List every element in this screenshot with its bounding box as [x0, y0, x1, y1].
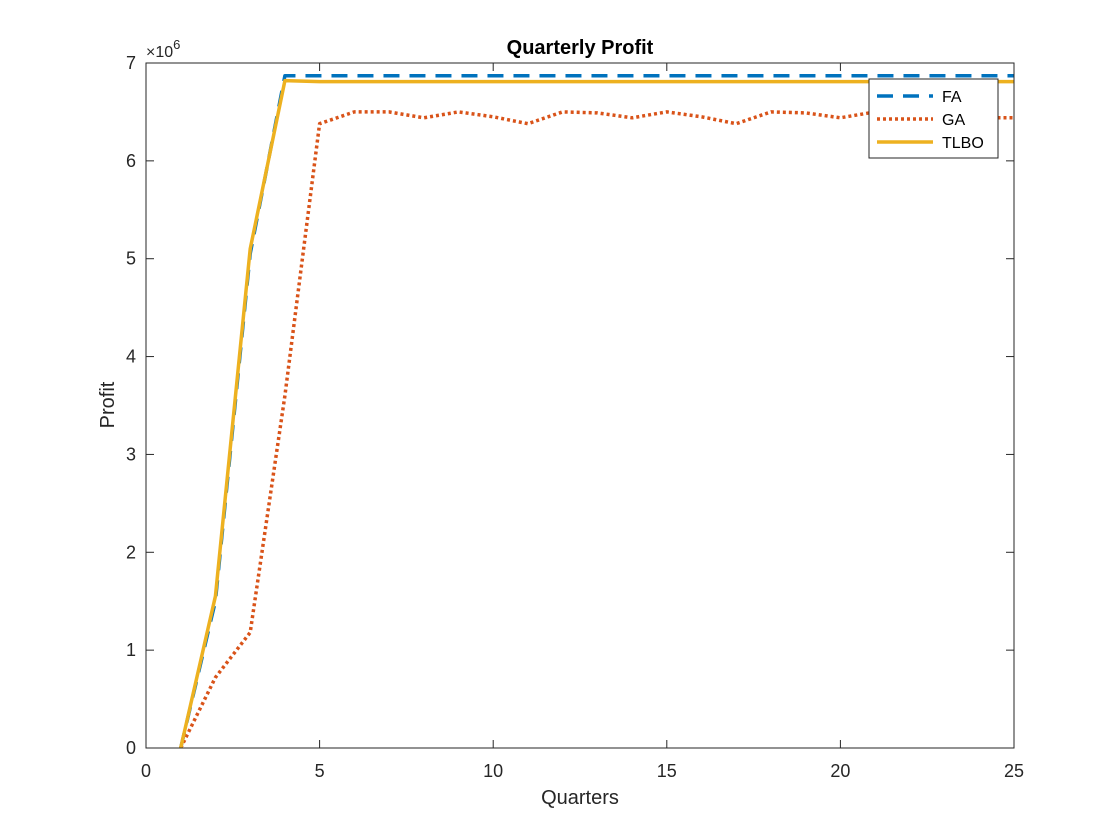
plot-area: [146, 63, 1014, 748]
y-axis-multiplier-exponent: 6: [173, 37, 180, 52]
chart-title: Quarterly Profit: [507, 37, 654, 59]
x-tick-label: 25: [1004, 761, 1024, 781]
plot-frame: [145, 62, 1015, 749]
series-line-fa[interactable]: [178, 73, 1014, 748]
x-tick-label: 10: [483, 761, 503, 781]
y-tick-label: 2: [126, 542, 136, 562]
y-tick-label: 3: [126, 444, 136, 464]
legend-label-ga: GA: [942, 112, 965, 129]
y-axis-multiplier: ×106: [146, 37, 180, 61]
tick-layer: 0 5 10 15 20 25 0 1 2 3 4 5 6 7: [126, 53, 1024, 781]
legend-label-fa: FA: [942, 89, 962, 106]
y-tick-label: 4: [126, 347, 136, 367]
x-tick-label: 5: [315, 761, 325, 781]
legend-items: FA GA TLBO: [877, 89, 984, 152]
y-tick-label: 6: [126, 151, 136, 171]
y-tick-label: 0: [126, 738, 136, 758]
x-axis-label: Quarters: [541, 787, 619, 809]
y-axis-label: Profit: [97, 381, 119, 428]
y-tick-label: 5: [126, 249, 136, 269]
series-line-ga[interactable]: [179, 110, 1014, 748]
x-tick-label: 20: [830, 761, 850, 781]
y-tick-label: 1: [126, 640, 136, 660]
x-tick-label: 15: [657, 761, 677, 781]
y-axis-multiplier-base: ×10: [146, 44, 173, 61]
legend-label-tlbo: TLBO: [942, 135, 984, 152]
y-tick-label: 7: [126, 53, 136, 73]
x-tick-label: 0: [141, 761, 151, 781]
legend[interactable]: FA GA TLBO: [868, 78, 999, 159]
